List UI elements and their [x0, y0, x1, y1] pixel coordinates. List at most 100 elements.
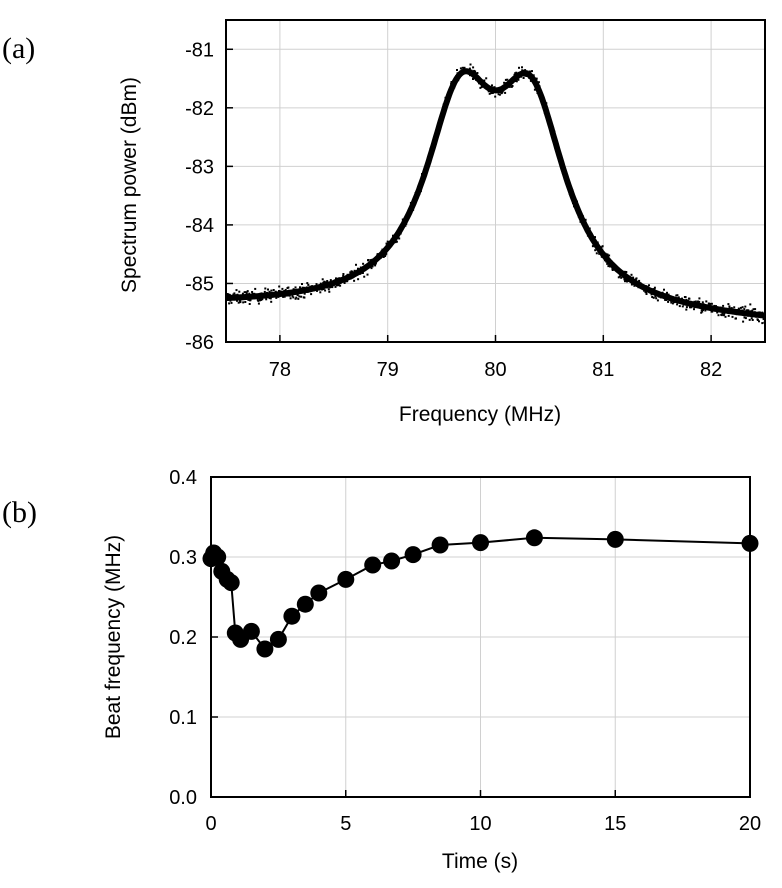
- data-point: [517, 78, 520, 81]
- data-point: [651, 296, 654, 298]
- data-point: [298, 295, 301, 298]
- data-point: [316, 289, 318, 292]
- data-point: [296, 294, 299, 296]
- data-point: [730, 307, 733, 310]
- data-point: [676, 294, 679, 297]
- data-point: [242, 301, 245, 304]
- data-marker: [242, 622, 260, 640]
- data-point: [493, 86, 496, 89]
- data-point: [319, 291, 322, 294]
- data-point: [535, 77, 538, 80]
- data-point: [472, 78, 474, 80]
- data-point: [268, 290, 271, 293]
- data-point: [472, 66, 475, 69]
- data-point: [366, 273, 369, 276]
- data-point: [485, 77, 488, 80]
- data-point: [630, 283, 633, 286]
- data-point: [595, 252, 598, 255]
- data-point: [254, 287, 257, 290]
- data-point: [329, 279, 332, 282]
- data-point: [326, 280, 329, 282]
- data-point: [270, 300, 273, 303]
- data-point: [357, 267, 359, 270]
- x-tick-label: 79: [377, 359, 399, 381]
- data-marker: [310, 584, 328, 602]
- data-marker: [296, 595, 314, 613]
- y-tick-label: 0.3: [169, 547, 197, 569]
- data-point: [606, 253, 609, 256]
- data-point: [754, 308, 757, 311]
- data-point: [476, 72, 479, 74]
- panel-a: (a) 78 79 80 81 82 -86 -85 -84 -83 -82 -81 Freque…: [2, 19, 767, 426]
- data-point: [236, 299, 238, 302]
- data-point: [607, 265, 610, 268]
- data-point: [632, 276, 635, 279]
- data-point: [741, 306, 744, 309]
- data-point: [230, 301, 233, 304]
- data-point: [697, 300, 699, 303]
- data-point: [248, 292, 251, 295]
- data-point: [666, 291, 668, 294]
- data-point: [670, 301, 673, 304]
- data-point: [698, 297, 701, 300]
- panel-b-y-axis-label: Beat frequency (MHz): [102, 535, 125, 739]
- data-point: [384, 255, 387, 257]
- panel-b-markers: [202, 529, 759, 658]
- data-point: [653, 288, 656, 291]
- data-point: [501, 91, 504, 94]
- data-point: [677, 296, 680, 299]
- data-point: [241, 292, 244, 295]
- x-tick-label: 20: [739, 813, 761, 835]
- data-point: [342, 273, 345, 275]
- data-point: [328, 290, 331, 293]
- data-point: [307, 283, 310, 286]
- data-point: [334, 285, 337, 288]
- data-point: [395, 240, 398, 243]
- data-point: [676, 303, 679, 306]
- data-point: [762, 318, 765, 321]
- x-tick-label: 5: [340, 813, 351, 835]
- data-point: [511, 85, 514, 87]
- data-point: [294, 286, 297, 289]
- x-tick-label: 80: [484, 359, 506, 381]
- data-point: [601, 245, 604, 248]
- data-point: [346, 280, 349, 283]
- data-point: [735, 317, 737, 320]
- y-tick-label: -84: [185, 215, 214, 237]
- data-point: [468, 67, 471, 70]
- data-point: [374, 264, 377, 267]
- data-point: [233, 292, 236, 295]
- data-point: [620, 276, 623, 279]
- data-marker: [283, 607, 301, 625]
- data-point: [685, 308, 688, 311]
- data-point: [618, 275, 621, 278]
- data-point: [267, 288, 269, 291]
- data-point: [722, 314, 725, 317]
- panel-b-gridlines: [210, 476, 751, 798]
- panel-b-y-ticks: 0.0 0.1 0.2 0.3 0.4: [169, 467, 218, 809]
- data-point: [287, 286, 290, 289]
- panel-b-label: (b): [2, 496, 37, 529]
- data-point: [671, 302, 674, 305]
- data-marker: [472, 534, 489, 552]
- panel-a-gridlines: [226, 20, 765, 343]
- data-point: [483, 79, 486, 82]
- data-point: [506, 78, 509, 81]
- data-point: [371, 265, 374, 268]
- data-point: [721, 312, 724, 315]
- data-point: [498, 93, 501, 96]
- data-point: [370, 267, 373, 270]
- data-point: [608, 254, 611, 257]
- data-point: [238, 290, 241, 293]
- data-point: [283, 295, 286, 298]
- data-marker: [606, 530, 624, 548]
- data-point: [257, 299, 260, 302]
- panel-b: (b) 0 5 10 15 20 0.0 0.1 0.2 0.3 0.4 Time (s) Be…: [2, 467, 761, 873]
- data-point: [474, 70, 477, 73]
- data-point: [247, 298, 250, 301]
- data-point: [694, 300, 697, 303]
- data-point: [656, 299, 659, 302]
- data-point: [246, 290, 249, 293]
- data-point: [289, 297, 292, 300]
